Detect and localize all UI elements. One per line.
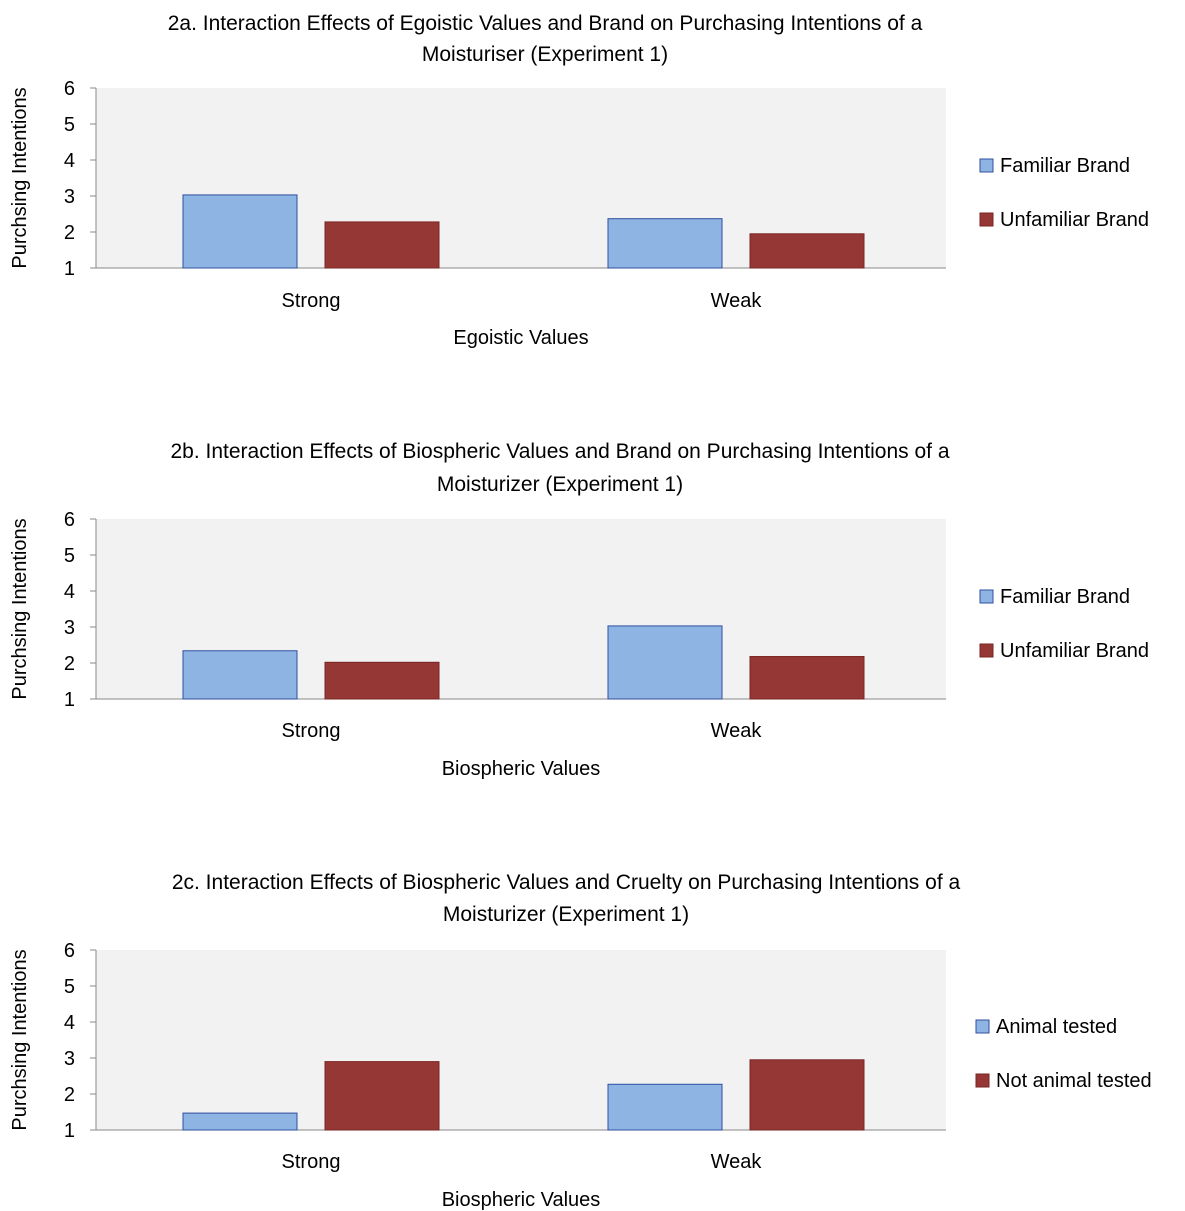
legend-label: Familiar Brand: [1000, 586, 1130, 608]
x-category-label: Strong: [282, 720, 341, 742]
legend-label: Unfamiliar Brand: [1000, 209, 1149, 231]
bar-1-strong: [182, 1112, 298, 1131]
y-tick-label: 2: [64, 1084, 75, 1106]
legend: Animal tested Not animal tested: [975, 1016, 1152, 1092]
legend-label: Familiar Brand: [1000, 155, 1130, 177]
legend-label: Not animal tested: [996, 1070, 1152, 1092]
legend-swatch: [979, 212, 994, 227]
bar-2-weak: [749, 656, 865, 700]
chart-3: 2c. Interaction Effects of Biospheric Va…: [9, 871, 1152, 1211]
bar-2-strong: [324, 221, 440, 269]
bar-1-weak: [607, 218, 723, 269]
y-tick-label: 2: [64, 222, 75, 244]
bar-1-strong: [182, 650, 298, 700]
y-tick-label: 6: [64, 940, 75, 962]
bar-1-weak: [607, 625, 723, 700]
x-axis-title: Biospheric Values: [442, 758, 601, 780]
x-axis-title: Egoistic Values: [453, 327, 588, 349]
bar-2-weak: [749, 1059, 865, 1131]
legend-swatch: [979, 589, 994, 604]
x-category-label: Weak: [711, 720, 763, 742]
y-tick-label: 5: [64, 114, 75, 136]
chart-title-line-1: 2a. Interaction Effects of Egoistic Valu…: [168, 12, 923, 35]
legend-swatch: [975, 1019, 990, 1034]
y-tick-label: 4: [64, 1012, 75, 1034]
y-tick-label: 1: [64, 1120, 75, 1142]
y-tick-label: 4: [64, 150, 75, 172]
bar-2-strong: [324, 661, 440, 700]
legend: Familiar Brand Unfamiliar Brand: [979, 155, 1149, 231]
y-tick-label: 6: [64, 78, 75, 100]
chart-title-line-2: Moisturizer (Experiment 1): [437, 473, 683, 496]
bar-2-weak: [749, 233, 865, 269]
chart-2: 2b. Interaction Effects of Biospheric Va…: [9, 440, 1149, 780]
legend-label: Animal tested: [996, 1016, 1117, 1038]
y-axis-title: Purchsing Intentions: [9, 949, 31, 1130]
chart-title-line-2: Moisturiser (Experiment 1): [422, 43, 668, 66]
y-tick-label: 5: [64, 976, 75, 998]
y-tick-label: 4: [64, 581, 75, 603]
x-category-label: Weak: [711, 1151, 763, 1173]
x-axis-title: Biospheric Values: [442, 1189, 601, 1211]
y-tick-label: 1: [64, 258, 75, 280]
y-tick-label: 1: [64, 689, 75, 711]
y-tick-label: 3: [64, 186, 75, 208]
y-tick-label: 6: [64, 509, 75, 531]
legend-swatch: [979, 158, 994, 173]
legend-swatch: [979, 643, 994, 658]
bar-1-strong: [182, 194, 298, 269]
y-tick-label: 3: [64, 617, 75, 639]
x-category-label: Strong: [282, 290, 341, 312]
legend: Familiar Brand Unfamiliar Brand: [979, 586, 1149, 662]
bar-1-weak: [607, 1083, 723, 1131]
chart-title-line-1: 2c. Interaction Effects of Biospheric Va…: [172, 871, 961, 894]
y-tick-label: 5: [64, 545, 75, 567]
chart-title-line-2: Moisturizer (Experiment 1): [443, 903, 689, 926]
y-axis-title: Purchsing Intentions: [9, 87, 31, 268]
y-tick-label: 3: [64, 1048, 75, 1070]
legend-swatch: [975, 1073, 990, 1088]
chart-title-line-1: 2b. Interaction Effects of Biospheric Va…: [170, 440, 949, 463]
x-category-label: Weak: [711, 290, 763, 312]
y-axis-title: Purchsing Intentions: [9, 518, 31, 699]
x-category-label: Strong: [282, 1151, 341, 1173]
legend-label: Unfamiliar Brand: [1000, 640, 1149, 662]
y-tick-label: 2: [64, 653, 75, 675]
bar-2-strong: [324, 1061, 440, 1131]
chart-1: 2a. Interaction Effects of Egoistic Valu…: [9, 12, 1149, 349]
